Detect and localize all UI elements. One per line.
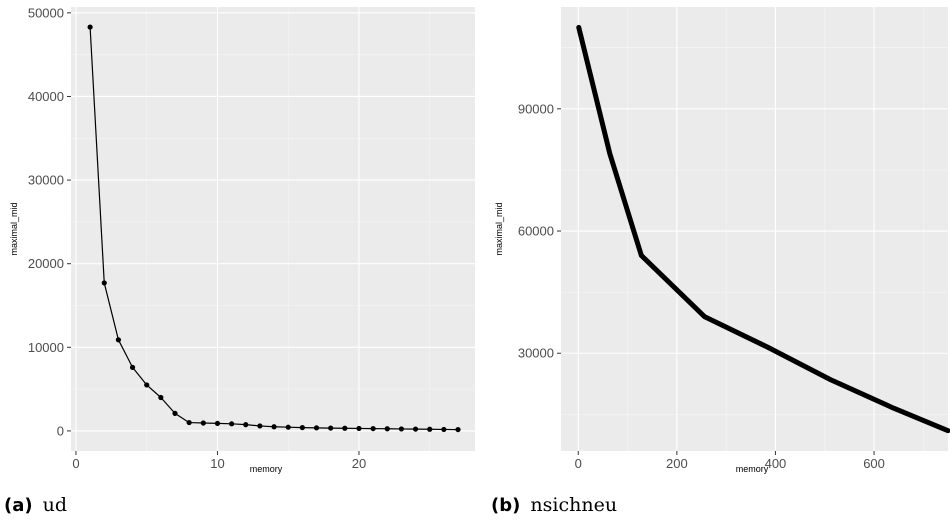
data-point <box>144 382 150 388</box>
data-point <box>356 425 362 432</box>
y-tick-label: 90000 <box>518 101 554 116</box>
y-axis-label-b: maximal_mid <box>494 202 504 255</box>
caption-text-a: ud <box>42 494 68 516</box>
grid-b <box>561 7 948 451</box>
data-point <box>158 394 164 401</box>
chart-panel-b: 0 200 400 600 30000 60000 90000 memory maximal… <box>494 7 950 474</box>
data-point <box>285 424 291 430</box>
data-point <box>427 426 433 432</box>
data-point <box>87 24 93 30</box>
y-tick-label: 30000 <box>518 346 554 361</box>
data-point <box>214 420 221 427</box>
caption-tag-b: (b) <box>491 495 521 516</box>
y-tick-label: 20000 <box>28 256 64 271</box>
x-tick-label: 600 <box>863 456 885 471</box>
caption-a: (a) ud <box>4 494 67 516</box>
series-a <box>87 24 461 433</box>
y-tick-label: 40000 <box>28 89 64 104</box>
data-point <box>455 426 461 433</box>
plot-background-a <box>71 7 475 451</box>
x-tick-label: 400 <box>765 456 787 471</box>
y-axis-label-a: maximal_mid <box>9 202 19 255</box>
ticks-b: 0 200 400 600 30000 60000 90000 <box>518 101 885 471</box>
x-tick-label: 20 <box>352 456 366 471</box>
data-point <box>101 280 107 286</box>
x-tick-label: 0 <box>575 456 582 471</box>
data-point <box>229 421 235 427</box>
grid-a <box>71 7 475 451</box>
y-tick-label: 10000 <box>28 340 64 355</box>
x-tick-label: 0 <box>72 456 79 471</box>
data-point <box>328 425 334 431</box>
data-point <box>384 426 390 432</box>
series-b <box>576 24 950 434</box>
chart-panel-a: 0 10 20 0 10000 20000 30000 40000 50000 memory m… <box>9 5 475 474</box>
caption-text-b: nsichneu <box>530 494 618 516</box>
y-tick-label: 50000 <box>28 5 64 20</box>
data-point <box>370 425 376 432</box>
x-tick-label: 200 <box>666 456 688 471</box>
ticks-a: 0 10 20 0 10000 20000 30000 40000 50000 <box>28 5 366 471</box>
x-axis-label-a: memory <box>250 464 283 474</box>
data-point <box>412 426 419 432</box>
data-point <box>129 364 136 370</box>
data-point <box>398 426 405 432</box>
data-point <box>200 420 206 426</box>
data-point <box>186 419 192 426</box>
series-line <box>576 24 950 434</box>
data-point <box>115 337 122 343</box>
caption-tag-a: (a) <box>4 495 33 516</box>
y-tick-label: 60000 <box>518 224 554 239</box>
x-tick-label: 10 <box>210 456 224 471</box>
data-point <box>441 426 447 433</box>
y-tick-label: 30000 <box>28 173 64 188</box>
data-point <box>271 424 277 430</box>
plot-background-b <box>561 7 948 451</box>
caption-b: (b) nsichneu <box>491 494 617 516</box>
x-axis-label-b: memory <box>736 464 769 474</box>
data-point <box>299 424 305 431</box>
data-point <box>342 425 348 431</box>
data-point <box>313 425 320 431</box>
y-tick-label: 0 <box>57 423 64 438</box>
data-point <box>172 410 178 416</box>
data-point <box>257 423 263 429</box>
data-point <box>243 422 249 428</box>
